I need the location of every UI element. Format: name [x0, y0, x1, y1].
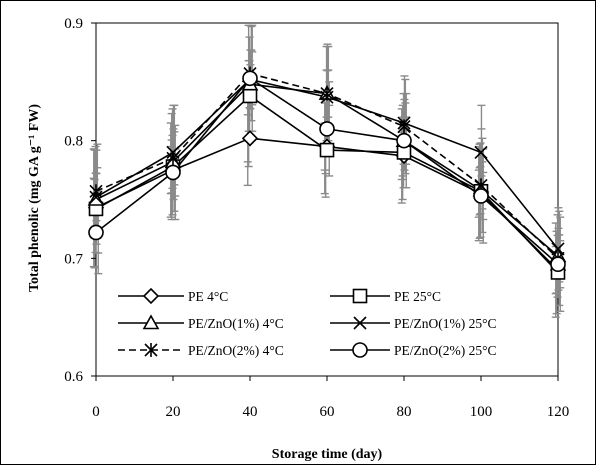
data-point-pe-zno-2pct-25c: [165, 164, 181, 181]
x-tick-label: 120: [547, 404, 570, 420]
x-tick-label: 60: [320, 404, 335, 420]
data-point-pe-zno-2pct-25c: [396, 132, 412, 149]
x-tick-label: 100: [470, 404, 493, 420]
y-axis-title: Total phenolic (mg GA g⁻¹ FW): [27, 104, 42, 292]
data-point-pe-zno-2pct-4c: [320, 86, 334, 101]
data-point-pe-zno-1pct-25c: [474, 145, 488, 159]
legend-marker: [144, 343, 158, 357]
x-tick-label: 40: [243, 404, 258, 420]
data-point-pe-4c: [241, 130, 259, 147]
legend-item-pe-zno-2pct-25c: PE/ZnO(2%) 25°C: [330, 342, 497, 358]
legend-marker: [352, 288, 368, 304]
legend-item-pe-zno-2pct-4c: PE/ZnO(2%) 4°C: [118, 343, 284, 358]
legend-label: PE 25°C: [394, 289, 441, 304]
x-tick-label: 0: [92, 404, 100, 420]
legend-marker: [142, 314, 160, 330]
legend-label: PE 4°C: [188, 289, 228, 304]
legend-item-pe-zno-1pct-4c: PE/ZnO(1%) 4°C: [118, 314, 284, 331]
y-tick-label: 0.7: [64, 251, 83, 267]
x-axis-ticks: 0 20 40 60 80 100 120: [92, 376, 569, 420]
data-point-pe-zno-2pct-25c: [242, 70, 258, 87]
x-axis-title: Storage time (day): [272, 447, 383, 462]
legend-label: PE/ZnO(2%) 25°C: [394, 343, 497, 358]
legend-item-pe-25c: PE 25°C: [330, 288, 441, 304]
data-point-pe-zno-2pct-25c: [550, 256, 566, 273]
x-tick-label: 20: [166, 404, 181, 420]
legend-label: PE/ZnO(1%) 25°C: [394, 316, 497, 331]
legend-label: PE/ZnO(1%) 4°C: [188, 316, 284, 331]
y-tick-label: 0.9: [64, 16, 83, 32]
legend-label: PE/ZnO(2%) 4°C: [188, 343, 284, 358]
series-markers: [87, 66, 567, 280]
y-axis-ticks: 0.6 0.7 0.8 0.9: [64, 16, 96, 385]
legend-marker: [353, 316, 367, 330]
legend-marker: [142, 287, 160, 305]
data-point-pe-25c: [242, 88, 258, 104]
data-point-pe-zno-1pct-25c: [551, 242, 565, 256]
data-point-pe-zno-2pct-4c: [166, 151, 180, 166]
data-point-pe-zno-2pct-25c: [319, 121, 335, 137]
legend-item-pe-zno-1pct-25c: PE/ZnO(1%) 25°C: [330, 316, 497, 331]
x-tick-label: 80: [397, 404, 412, 420]
y-tick-label: 0.6: [64, 369, 83, 385]
legend: PE 4°C PE 25°C PE/ZnO(1%) 4°C PE/ZnO(1%) 25…: [118, 287, 497, 358]
y-tick-label: 0.8: [64, 134, 83, 150]
data-point-pe-zno-2pct-4c: [397, 119, 411, 134]
data-point-pe-zno-1pct-4c: [87, 190, 105, 206]
legend-item-pe-4c: PE 4°C: [118, 287, 228, 305]
data-point-pe-zno-2pct-4c: [89, 184, 103, 199]
data-point-pe-25c: [319, 142, 335, 158]
data-point-pe-zno-2pct-25c: [88, 224, 104, 241]
data-point-pe-zno-2pct-25c: [473, 188, 489, 204]
legend-marker: [352, 342, 368, 358]
